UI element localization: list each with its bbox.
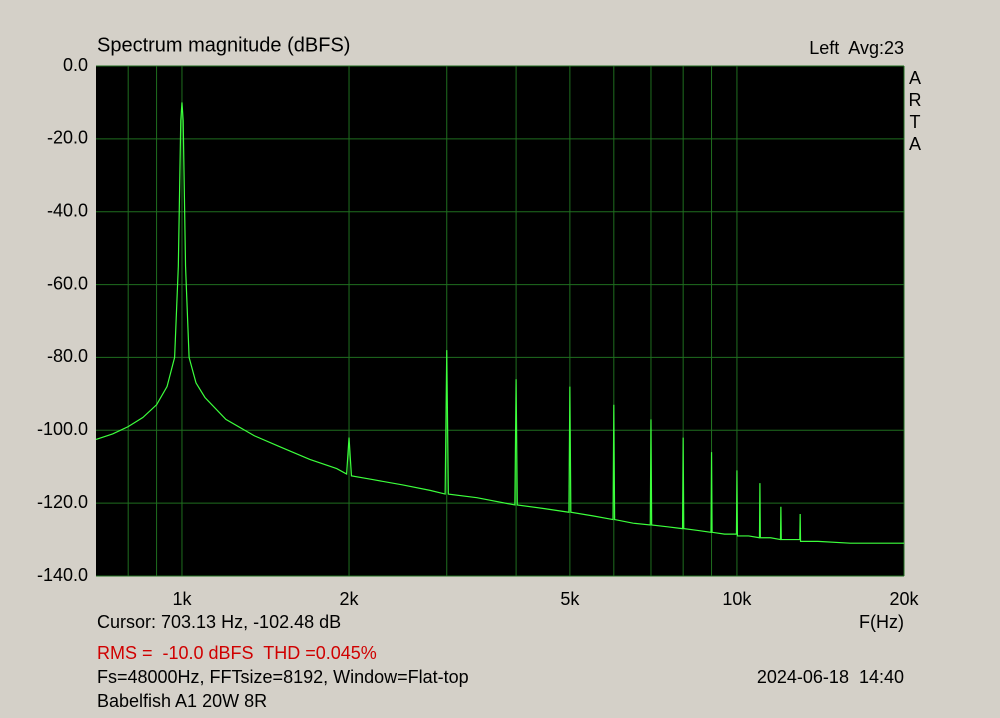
x-tick-label: 1k — [172, 589, 192, 609]
x-tick-label: 2k — [340, 589, 360, 609]
y-tick-label: -80.0 — [47, 346, 88, 366]
brand: ARTA — [908, 68, 922, 154]
y-tick-label: 0.0 — [63, 55, 88, 75]
x-tick-label: 5k — [560, 589, 580, 609]
y-tick-label: -100.0 — [37, 419, 88, 439]
y-tick-label: -60.0 — [47, 273, 88, 293]
y-tick-label: -120.0 — [37, 492, 88, 512]
plot-area — [96, 66, 904, 576]
settings: Fs=48000Hz, FFTsize=8192, Window=Flat-to… — [97, 667, 469, 687]
y-tick-label: -40.0 — [47, 200, 88, 220]
x-tick-label: 10k — [722, 589, 752, 609]
x-axis-label: F(Hz) — [859, 612, 904, 632]
x-tick-label: 20k — [889, 589, 919, 609]
spectrum-line — [95, 102, 904, 544]
chart-title: Spectrum magnitude (dBFS) — [97, 34, 350, 56]
device: Babelfish A1 20W 8R — [97, 691, 267, 711]
channel-info: Left Avg:23 — [809, 38, 904, 58]
y-tick-label: -140.0 — [37, 565, 88, 585]
timestamp: 2024-06-18 14:40 — [757, 667, 904, 687]
cursor-readout: Cursor: 703.13 Hz, -102.48 dB — [97, 612, 341, 632]
y-tick-label: -20.0 — [47, 128, 88, 148]
measurement: RMS = -10.0 dBFS THD =0.045% — [97, 643, 377, 663]
